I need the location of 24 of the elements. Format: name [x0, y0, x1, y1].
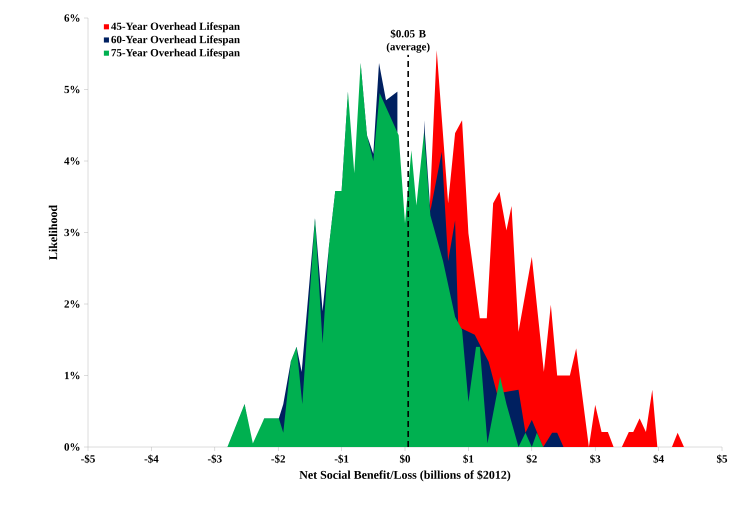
x-tick-label: $0: [400, 454, 410, 464]
y-axis-title: Likelihood: [48, 205, 58, 260]
legend-label: 75-Year Overhead Lifespan: [112, 48, 240, 59]
ref-line-label: $0.05 B (average): [386, 29, 430, 53]
x-tick-label: -$4: [144, 454, 158, 464]
y-tick-label: 6%: [64, 14, 80, 22]
x-tick-label: $2: [526, 454, 537, 464]
x-tick-label: $3: [590, 454, 600, 464]
x-tick-label: $4: [654, 454, 664, 464]
x-axis-title: Net Social Benefit/Loss (billions of $2012): [299, 470, 510, 482]
y-tick-label: 2%: [64, 300, 80, 308]
y-tick-label: 5%: [64, 86, 80, 94]
legend-label: 45-Year Overhead Lifespan: [111, 22, 240, 32]
y-tick-label: 0%: [64, 443, 80, 451]
y-tick-label: 3%: [64, 228, 80, 236]
x-tick-label: -$5: [81, 454, 95, 464]
x-tick-label: $5: [716, 454, 728, 464]
x-tick-label: $1: [463, 454, 474, 464]
x-tick-label: -$3: [208, 454, 222, 464]
y-tick-label: 4%: [64, 157, 80, 165]
x-tick-label: -$2: [271, 454, 286, 464]
y-tick-label: 1%: [64, 372, 80, 380]
legend-label: 60-Year Overhead Lifespan: [111, 35, 240, 46]
x-tick-label: -$1: [334, 454, 348, 464]
